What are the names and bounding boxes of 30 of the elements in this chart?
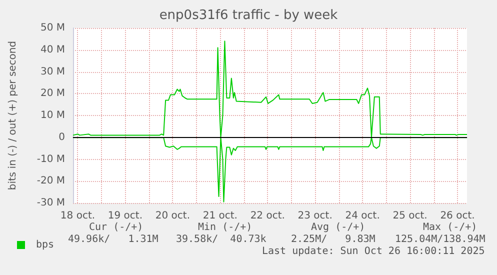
legend-label: bps [36,240,54,250]
text: Last update: Sun Oct 26 16:00:11 2025 [262,246,485,257]
x-tick-label: 18 oct. [60,210,96,222]
y-tick-label: 0 [58,132,65,143]
text: Cur (-/+) [89,222,144,233]
y-tick-label: -20 M [36,176,65,187]
x-tick-label: 21 oct. [202,210,238,222]
y-axis-title: bits in (-) / out (+) per second [8,40,18,190]
x-tick-label: 19 oct. [108,210,143,222]
y-tick-label: 40 M [40,44,65,56]
x-tick-label: 20 oct. [155,210,190,222]
text: 39.58k/ 40.73k [176,234,266,245]
chart-title: enp0s31f6 traffic - by week [159,8,338,23]
y-tick-label: 50 M [40,22,65,34]
y-tick-label: -10 M [36,154,65,165]
x-tick-label: 25 oct. [392,210,428,222]
y-tick-label: -30 M [36,198,65,208]
y-tick-label: 10 M [40,110,65,121]
text: 2.25M/ 9.83M [291,234,376,245]
y-tick-label: 30 M [40,66,65,78]
x-tick-label: 24 oct. [345,210,380,222]
text: Min (-/+) [198,222,252,233]
text: 125.04M/138.94M [395,234,486,245]
text: 49.96k/ 1.31M [68,234,158,245]
x-tick-label: 22 oct. [250,210,285,222]
y-tick-label: 20 M [40,88,65,100]
text: Max (-/+) [423,222,478,233]
text: Avg (-/+) [311,222,366,233]
x-tick-label: 26 oct. [440,210,475,222]
x-tick-label: 23 oct. [298,210,332,222]
